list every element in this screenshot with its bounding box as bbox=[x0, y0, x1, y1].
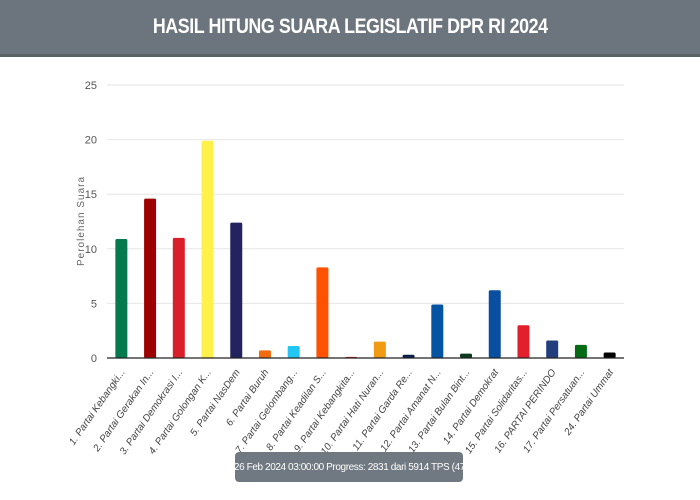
bar-8 bbox=[316, 267, 329, 358]
page-header: HASIL HITUNG SUARA LEGISLATIF DPR RI 202… bbox=[0, 0, 700, 57]
bar-17 bbox=[574, 344, 587, 358]
page-title: HASIL HITUNG SUARA LEGISLATIF DPR RI 202… bbox=[152, 15, 548, 38]
bar-2 bbox=[144, 198, 157, 358]
y-axis-label: Perolehan Suara bbox=[76, 176, 87, 266]
bar-15 bbox=[517, 325, 530, 358]
bar-14 bbox=[488, 290, 501, 358]
bar-5 bbox=[230, 222, 243, 358]
bar-6 bbox=[258, 350, 271, 358]
x-tick-label: 24. Partai Ummat bbox=[562, 366, 617, 438]
y-tick-label: 25 bbox=[85, 80, 97, 92]
bar-1 bbox=[115, 238, 128, 358]
bar-12 bbox=[431, 304, 444, 358]
y-tick-label: 10 bbox=[85, 244, 97, 256]
bar-18 bbox=[603, 352, 616, 358]
bar-7 bbox=[287, 345, 300, 358]
bar-16 bbox=[546, 340, 559, 358]
bar-4 bbox=[201, 140, 214, 358]
y-tick-label: 20 bbox=[85, 135, 97, 147]
version-progress-tooltip: Versi: 26 Feb 2024 03:00:00 Progress: 28… bbox=[209, 452, 489, 482]
bar-3 bbox=[172, 237, 185, 358]
bar-10 bbox=[373, 341, 386, 358]
bar-11 bbox=[402, 354, 415, 358]
bar-13 bbox=[460, 353, 473, 358]
y-tick-label: 15 bbox=[85, 189, 97, 201]
y-tick-label: 5 bbox=[91, 298, 97, 310]
y-tick-label: 0 bbox=[91, 353, 97, 365]
